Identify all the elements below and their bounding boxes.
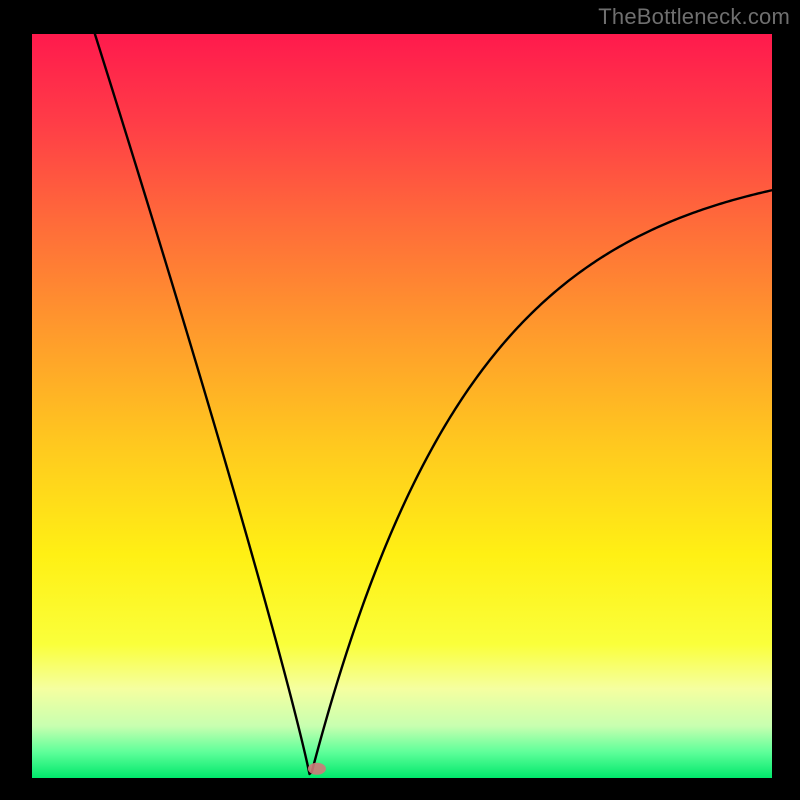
plot-area [32,34,772,778]
optimum-marker [308,763,326,775]
chart-container: TheBottleneck.com [0,0,800,800]
watermark-text: TheBottleneck.com [598,4,790,30]
bottleneck-chart [0,0,800,800]
